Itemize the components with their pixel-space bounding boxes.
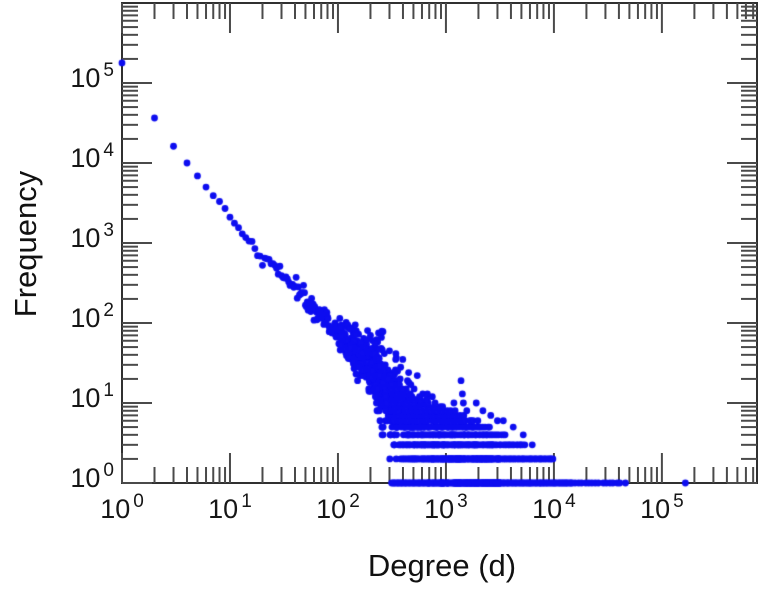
y-tick-label-10e1: 10 1 [70,380,114,413]
x-tick-label-10e4: 10 4 [532,491,576,524]
x-tick-label-10e1: 10 1 [208,491,252,524]
y-tick-label-10e3: 10 3 [70,220,114,253]
x-tick-label-10e3: 10 3 [424,491,468,524]
x-tick-label-10e5: 10 5 [640,491,684,524]
y-tick-label-10e5: 10 5 [70,60,114,93]
x-tick-label-10e2: 10 2 [316,491,360,524]
y-tick-label-10e4: 10 4 [70,140,114,173]
y-axis-title: Frequency [8,170,43,318]
x-axis-title: Degree (d) [367,548,517,583]
y-tick-label-10e0: 10 0 [70,460,114,493]
x-tick-label-10e0: 10 0 [100,491,144,524]
y-tick-label-10e2: 10 2 [70,300,114,333]
